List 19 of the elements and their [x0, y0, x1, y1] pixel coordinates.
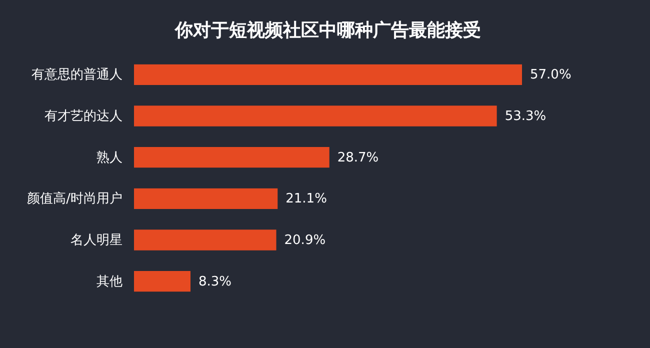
y-tick-label: 颜值高/时尚用户 — [27, 190, 122, 207]
y-tick-label: 名人明星 — [70, 233, 122, 248]
data-label: 53.3% — [504, 109, 546, 124]
y-tick-label: 熟人 — [96, 150, 122, 166]
y-tick-label: 有才艺的达人 — [44, 109, 122, 124]
data-label: 20.9% — [284, 233, 326, 248]
bar — [134, 64, 522, 85]
y-tick-label: 有意思的普通人 — [32, 66, 122, 83]
y-tick-label: 其他 — [96, 274, 122, 290]
data-label: 8.3% — [198, 274, 232, 290]
bar — [134, 230, 276, 250]
bar — [134, 106, 497, 126]
data-label: 21.1% — [286, 192, 327, 207]
chart-title: 你对于短视频社区中哪种广告最能接受 — [174, 20, 481, 41]
data-label: 57.0% — [530, 68, 572, 83]
bar — [134, 271, 190, 292]
bar — [134, 147, 330, 168]
data-label: 28.7% — [337, 150, 379, 166]
bar — [134, 188, 278, 209]
